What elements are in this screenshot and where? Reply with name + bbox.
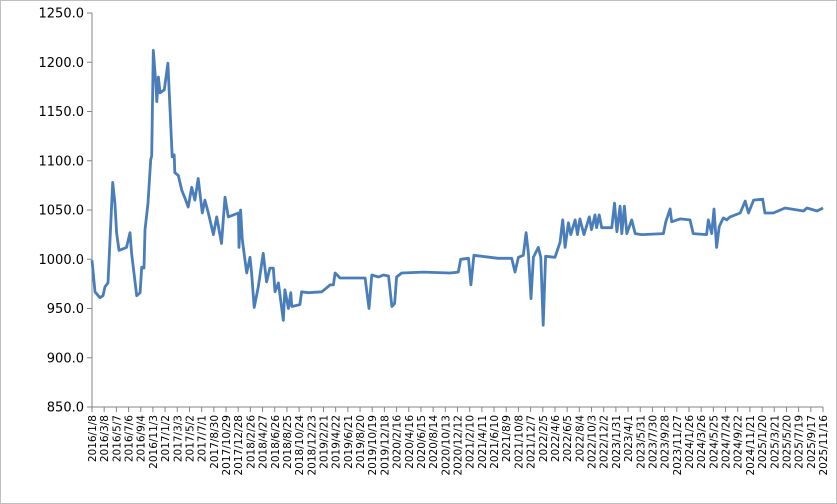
x-tick-label: 2021/6/10 [489, 415, 501, 469]
x-tick-label: 2022/6/5 [562, 415, 574, 462]
x-tick-label: 2018/6/26 [270, 415, 282, 469]
x-tick-label: 2018/4/27 [258, 415, 270, 469]
x-tick-label: 2025/1/20 [757, 415, 769, 469]
y-axis: 850.0 900.0 950.0 1000.0 1050.0 1100.0 1150.0 1… [39, 7, 93, 416]
x-tick-label: 2021/4/11 [477, 415, 489, 469]
x-tick-label: 2021/2/10 [465, 415, 477, 469]
x-tick-label: 2016/5/7 [111, 415, 123, 462]
x-tick-label: 2021/8/9 [501, 415, 513, 462]
x-tick-label: 2023/4/1 [623, 415, 635, 462]
y-tick-label: 1200.0 [39, 56, 85, 71]
x-tick-label: 2017/10/29 [221, 415, 233, 476]
x-tick-label: 2019/8/20 [355, 415, 367, 469]
x-tick-label: 2023/11/27 [672, 415, 684, 476]
x-tick-label: 2021/12/7 [526, 415, 538, 469]
y-tick-label: 950.0 [47, 302, 84, 317]
x-tick-label: 2024/7/24 [721, 415, 733, 469]
plot-area [90, 49, 824, 327]
x-tick-label: 2024/1/26 [684, 415, 696, 469]
x-tick-label: 2025/7/19 [794, 415, 806, 469]
x-tick-label: 2020/6/15 [416, 415, 428, 469]
x-tick-label: 2022/10/3 [587, 415, 599, 469]
x-tick-label: 2024/9/22 [733, 415, 745, 469]
x-tick-label: 2022/4/6 [550, 415, 562, 462]
x-tick-label: 2022/12/2 [599, 415, 611, 469]
series-line [90, 49, 824, 327]
x-tick-label: 2020/4/16 [404, 415, 416, 469]
x-tick-label: 2017/3/3 [172, 415, 184, 462]
x-tick-label: 2018/10/24 [294, 415, 306, 476]
x-tick-label: 2016/1/8 [87, 415, 99, 462]
x-tick-label: 2018/12/23 [306, 415, 318, 476]
x-tick-label: 2021/10/8 [513, 415, 525, 469]
x-tick-label: 2018/2/26 [245, 415, 257, 469]
x-tick-label: 2019/6/21 [343, 415, 355, 469]
x-tick-label: 2017/12/28 [233, 415, 245, 476]
y-tick-label: 1150.0 [39, 105, 85, 120]
x-tick-label: 2025/11/16 [818, 415, 830, 476]
x-tick-label: 2023/9/28 [660, 415, 672, 469]
x-tick-label: 2025/5/20 [781, 415, 793, 469]
x-tick-label: 2023/7/30 [647, 415, 659, 469]
x-tick-label: 2016/9/4 [136, 415, 148, 462]
y-tick-label: 1100.0 [39, 154, 85, 169]
x-tick-label: 2016/3/8 [99, 415, 111, 462]
x-tick-label: 2020/12/12 [453, 415, 465, 476]
x-tick-label: 2022/2/5 [538, 415, 550, 462]
x-tick-label: 2019/2/21 [318, 415, 330, 469]
x-tick-label: 2016/7/6 [124, 415, 136, 462]
y-tick-label: 850.0 [47, 401, 84, 416]
x-tick-label: 2017/7/1 [197, 415, 209, 462]
x-tick-label: 2022/8/4 [574, 415, 586, 462]
x-tick-label: 2020/10/13 [440, 415, 452, 476]
x-tick-label: 2024/11/21 [745, 415, 757, 476]
y-tick-label: 1050.0 [39, 204, 85, 219]
x-tick-label: 2024/3/26 [696, 415, 708, 469]
x-tick-label: 2017/1/2 [160, 415, 172, 462]
x-axis: 2016/1/8 2016/3/8 2016/5/7 2016/7/6 2016/9/4… [87, 406, 830, 476]
x-tick-label: 2020/2/16 [392, 415, 404, 469]
y-tick-label: 1000.0 [39, 253, 85, 268]
y-tick-label: 900.0 [47, 351, 84, 366]
x-tick-label: 2025/3/21 [769, 415, 781, 469]
x-tick-label: 2025/9/17 [806, 415, 818, 469]
x-tick-label: 2023/1/31 [611, 415, 623, 469]
x-tick-label: 2016/11/3 [148, 415, 160, 469]
x-tick-label: 2017/8/30 [209, 415, 221, 469]
x-tick-label: 2023/5/31 [635, 415, 647, 469]
x-tick-label: 2017/5/2 [184, 415, 196, 462]
x-tick-label: 2019/10/19 [367, 415, 379, 476]
x-tick-label: 2020/8/14 [428, 415, 440, 469]
x-tick-label: 2024/5/25 [708, 415, 720, 469]
x-tick-label: 2019/12/18 [379, 415, 391, 476]
x-tick-label: 2018/8/25 [282, 415, 294, 469]
y-tick-label: 1250.0 [39, 7, 85, 22]
x-tick-label: 2019/4/22 [331, 415, 343, 469]
